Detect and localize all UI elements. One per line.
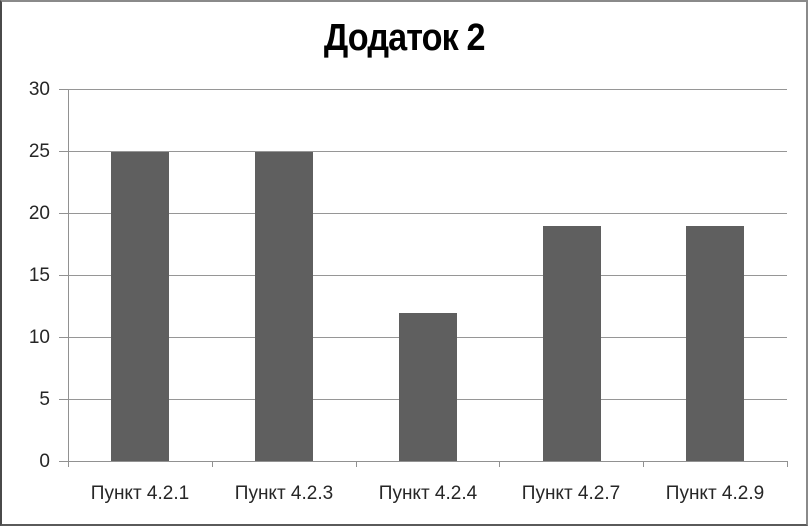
y-tick-label: 20: [28, 203, 50, 224]
y-axis-tick: [59, 151, 68, 152]
y-axis-tick: [59, 89, 68, 90]
x-axis-label: Пункт 4.2.1: [90, 483, 190, 504]
chart-title: Додаток 2: [2, 16, 806, 60]
x-axis-label: Пункт 4.2.7: [521, 483, 621, 504]
bar-Пункт 4.2.4: [399, 313, 457, 462]
x-axis-label: Пункт 4.2.4: [378, 483, 478, 504]
x-axis-tick: [499, 461, 500, 467]
x-axis-label: Пункт 4.2.9: [665, 483, 765, 504]
y-tick-label: 30: [28, 79, 50, 100]
y-axis-tick: [59, 337, 68, 338]
x-axis-tick: [68, 461, 69, 467]
x-axis: [59, 461, 787, 462]
y-axis: [68, 90, 69, 462]
y-axis-tick: [59, 213, 68, 214]
y-tick-label: 5: [39, 389, 50, 410]
chart-title-text: Додаток 2: [323, 17, 486, 59]
x-axis-tick: [212, 461, 213, 467]
y-tick-label: 0: [39, 451, 50, 472]
bar-Пункт 4.2.9: [686, 226, 744, 462]
gridline: [68, 213, 787, 214]
gridline: [68, 275, 787, 276]
x-axis-tick: [356, 461, 357, 467]
bar-Пункт 4.2.7: [543, 226, 601, 462]
y-tick-label: 25: [28, 141, 50, 162]
gridline: [68, 89, 787, 90]
bar-Пункт 4.2.3: [255, 152, 313, 462]
y-tick-label: 15: [28, 265, 50, 286]
y-axis-tick: [59, 275, 68, 276]
x-axis-label: Пункт 4.2.3: [234, 483, 334, 504]
y-tick-label: 10: [28, 327, 50, 348]
x-axis-tick: [787, 461, 788, 467]
x-axis-tick: [643, 461, 644, 467]
gridline: [68, 151, 787, 152]
y-axis-tick: [59, 399, 68, 400]
bar-Пункт 4.2.1: [111, 152, 169, 462]
